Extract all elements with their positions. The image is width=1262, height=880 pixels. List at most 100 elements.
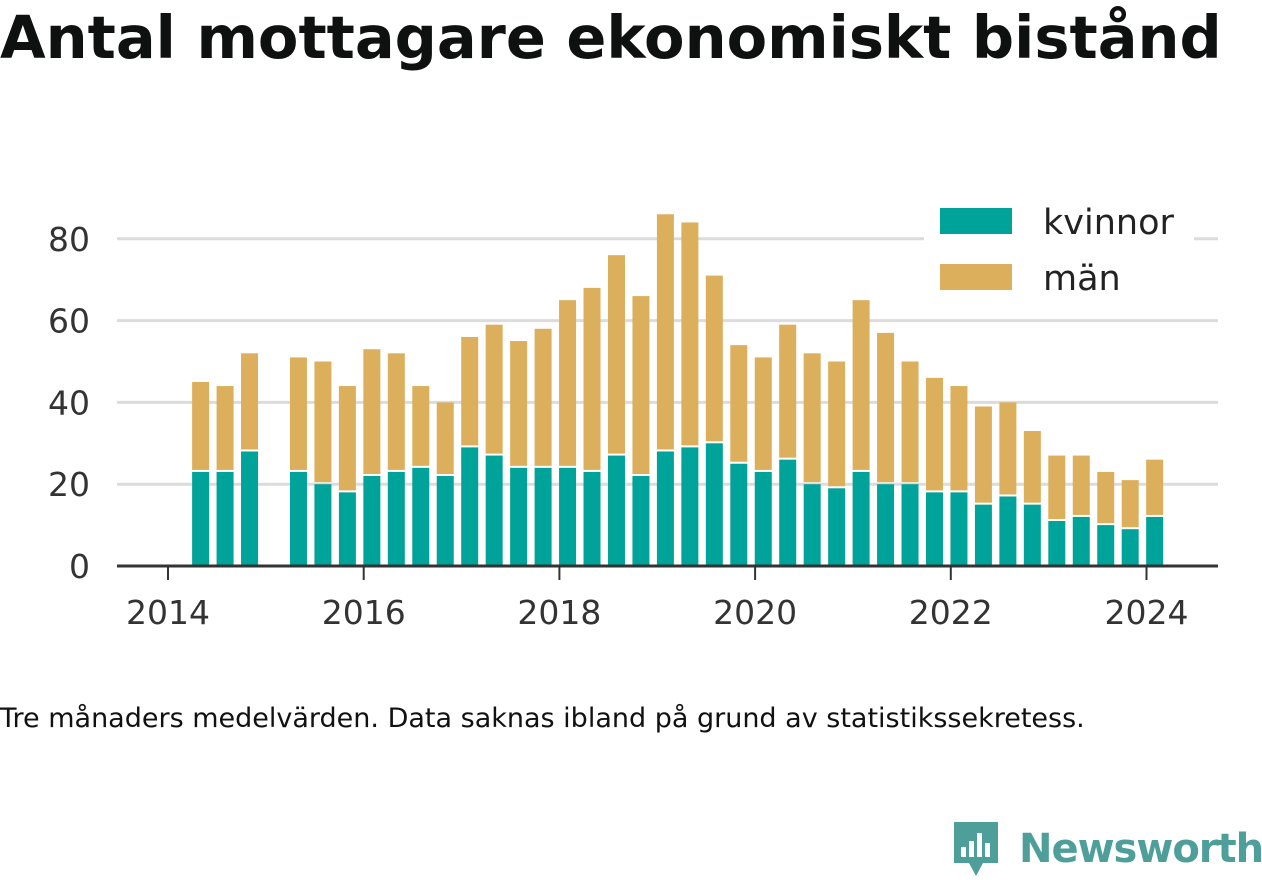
brand-name: Newsworthy — [1019, 826, 1262, 872]
bar-man — [1023, 431, 1041, 503]
bar-man — [877, 332, 895, 483]
bar-kvinnor — [925, 492, 943, 566]
bar-man — [216, 386, 234, 470]
bar-man — [950, 386, 968, 491]
bar-kvinnor — [1121, 529, 1139, 566]
bar-man — [289, 357, 307, 470]
bar-kvinnor — [607, 455, 625, 566]
bar-kvinnor — [559, 467, 577, 566]
bar-kvinnor — [241, 451, 259, 566]
y-tick-label: 20 — [48, 465, 90, 504]
bar-man — [803, 353, 821, 483]
bar-man — [656, 214, 674, 450]
y-tick-label: 60 — [48, 302, 90, 341]
x-tick-label: 2024 — [1105, 593, 1189, 632]
stacked-bar-chart: 0 20 40 60 80 2014 2016 2018 2020 2022 2024 kvinn… — [48, 193, 1218, 632]
bar-man — [363, 349, 381, 475]
bar-kvinnor — [436, 476, 454, 566]
bar-kvinnor — [510, 467, 528, 566]
bar-man — [534, 328, 552, 466]
bar-man — [314, 361, 332, 483]
bar-kvinnor — [216, 471, 234, 566]
bar-man — [632, 296, 650, 475]
bar-kvinnor — [705, 443, 723, 566]
legend-swatch-kvinnor — [940, 208, 1012, 234]
bar-man — [1146, 459, 1164, 515]
bar-man — [1048, 455, 1066, 520]
bar-kvinnor — [754, 471, 772, 566]
bar-kvinnor — [1146, 516, 1164, 566]
bar-kvinnor — [852, 471, 870, 566]
bar-man — [485, 324, 503, 454]
bar-man — [1072, 455, 1090, 515]
legend-swatch-man — [940, 264, 1012, 290]
bar-man — [461, 336, 479, 446]
bar-kvinnor — [338, 492, 356, 566]
bar-kvinnor — [828, 488, 846, 566]
bar-man — [436, 402, 454, 475]
bar-man — [192, 381, 210, 470]
chart-footnote: Tre månaders medelvärden. Data saknas ib… — [0, 703, 1085, 734]
bar-kvinnor — [1097, 525, 1115, 566]
bar-kvinnor — [534, 467, 552, 566]
bar-man — [338, 386, 356, 491]
bar-kvinnor — [485, 455, 503, 566]
bar-man — [779, 324, 797, 458]
y-axis-ticks: 0 20 40 60 80 — [48, 220, 90, 586]
bar-man — [681, 222, 699, 446]
bar-kvinnor — [363, 476, 381, 566]
bar-man — [583, 287, 601, 470]
bar-kvinnor — [803, 484, 821, 566]
legend: kvinnor män — [924, 193, 1194, 309]
bar-kvinnor — [289, 471, 307, 566]
bar-man — [1121, 480, 1139, 528]
bar-kvinnor — [1048, 521, 1066, 566]
bar-man — [607, 255, 625, 454]
x-tick-label: 2018 — [517, 593, 601, 632]
bar-kvinnor — [974, 504, 992, 566]
x-axis-ticks: 2014 2016 2018 2020 2022 2024 — [126, 566, 1188, 632]
legend-label-kvinnor: kvinnor — [1043, 203, 1174, 243]
x-tick-label: 2014 — [126, 593, 210, 632]
bar-man — [241, 353, 259, 450]
bar-man — [510, 341, 528, 466]
bar-man — [828, 361, 846, 487]
bar-kvinnor — [730, 463, 748, 566]
bar-kvinnor — [632, 476, 650, 566]
bar-man — [387, 353, 405, 470]
bar-kvinnor — [901, 484, 919, 566]
bar-kvinnor — [192, 471, 210, 566]
bar-man — [852, 300, 870, 470]
bar-man — [412, 386, 430, 466]
bar-kvinnor — [779, 459, 797, 566]
bar-kvinnor — [999, 496, 1017, 566]
bars — [192, 214, 1164, 566]
bar-man — [974, 406, 992, 503]
y-tick-label: 0 — [69, 547, 90, 586]
x-tick-label: 2022 — [909, 593, 993, 632]
y-tick-label: 40 — [48, 383, 90, 422]
bar-man — [730, 345, 748, 462]
bar-man — [754, 357, 772, 470]
bar-kvinnor — [583, 471, 601, 566]
bar-man — [925, 377, 943, 491]
y-tick-label: 80 — [48, 220, 90, 259]
bar-man — [1097, 471, 1115, 524]
bar-chart-speech-bubble-icon — [954, 822, 998, 876]
bar-man — [901, 361, 919, 483]
bar-kvinnor — [950, 492, 968, 566]
bar-kvinnor — [461, 447, 479, 566]
bar-kvinnor — [656, 451, 674, 566]
x-tick-label: 2016 — [322, 593, 406, 632]
newsworthy-logo: Newsworthy — [951, 818, 1262, 880]
bar-kvinnor — [1072, 516, 1090, 566]
bar-kvinnor — [314, 484, 332, 566]
bar-kvinnor — [412, 467, 430, 566]
x-tick-label: 2020 — [713, 593, 797, 632]
chart-title: Antal mottagare ekonomiskt bistånd — [0, 3, 1222, 72]
bar-kvinnor — [877, 484, 895, 566]
bar-kvinnor — [387, 471, 405, 566]
bar-man — [999, 402, 1017, 495]
bar-kvinnor — [1023, 504, 1041, 566]
bar-man — [705, 275, 723, 442]
